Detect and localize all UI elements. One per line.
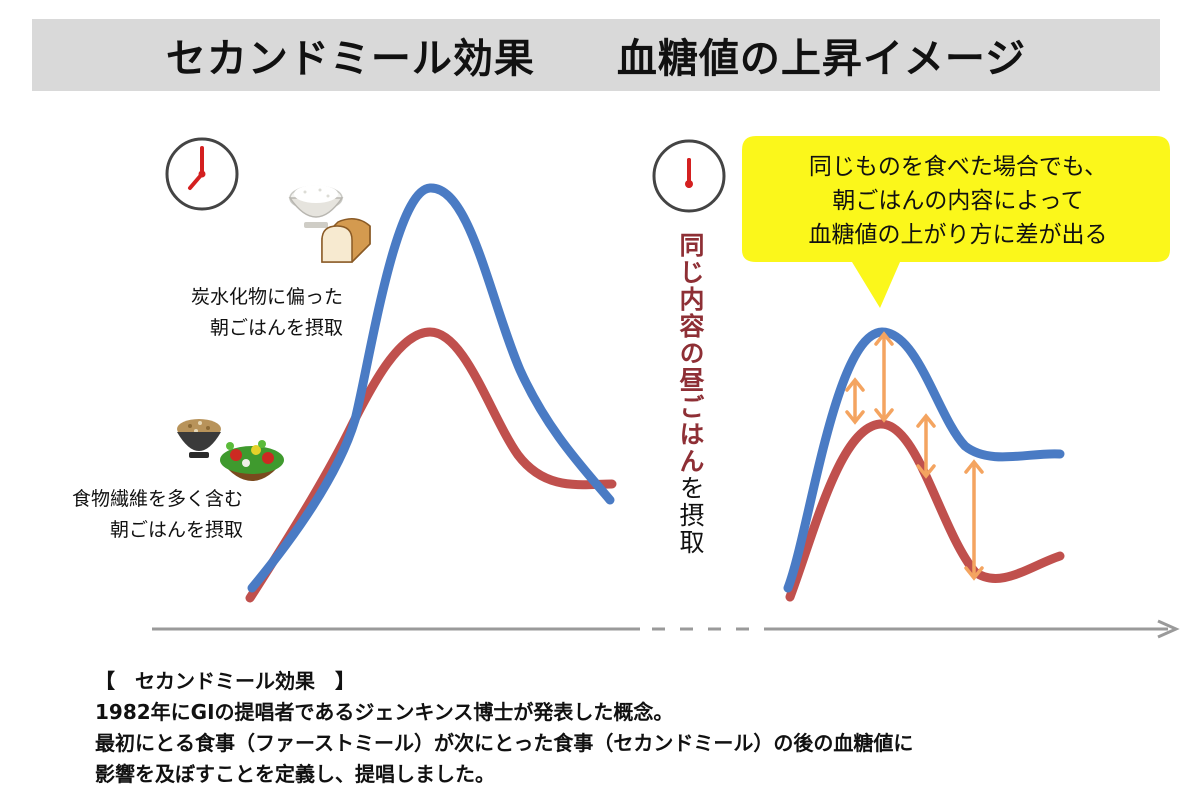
label-line: 朝ごはんを摂取 [109,519,243,541]
red-curve-after-lunch-fiber [785,419,1065,602]
salad-bowl-icon [220,440,284,481]
difference-arrow [916,413,936,479]
footnote: 【 セカンドミール効果 】 1982年にGIの提唱者であるジェンキンス博士が発表… [95,666,913,790]
bread-slice-icon [321,218,371,263]
footnote-heading: 【 セカンドミール効果 】 [95,669,355,693]
callout-text: 同じものを食べた場合でも、 朝ごはんの内容によって 血糖値の上がり方に差が出る [808,154,1108,248]
axis-arrowhead [1157,619,1180,639]
footnote-line: 影響を及ぼすことを定義し、提唱しました。 [95,762,495,786]
title-bar: セカンドミール効果 血糖値の上昇イメージ [32,19,1160,91]
difference-arrow [964,459,984,581]
clock-icon [165,137,239,211]
label-fiber-breakfast: 食物繊維を多く含む 朝ごはんを摂取 [72,484,243,546]
lunch-label: 同じ内容の昼ごはん を摂取 [670,232,710,556]
lunch-label-sub: を摂取 [676,475,705,556]
difference-arrows [845,331,984,581]
page-title: セカンドミール効果 血糖値の上昇イメージ [165,36,1027,82]
red-curve-fiber-breakfast [245,327,617,603]
rice-bowl-icon [288,185,344,228]
lunch-label-main: 同じ内容の昼ごはん [676,232,705,475]
label-line: 食物繊維を多く含む [71,488,243,510]
blue-curve-after-lunch-carb [783,327,1065,593]
label-carb-breakfast: 炭水化物に偏った 朝ごはんを摂取 [191,282,343,344]
label-line: 朝ごはんを摂取 [209,317,343,339]
footnote-line: 1982年にGIの提唱者であるジェンキンス博士が発表した概念。 [95,700,674,724]
label-line: 炭水化物に偏った [190,286,343,308]
brown-rice-bowl-icon [177,419,221,458]
difference-arrow [845,377,865,425]
footnote-line: 最初にとる食事（ファーストミール）が次にとった食事（セカンドミール）の後の血糖値… [95,731,914,755]
time-axis [152,619,1180,639]
clock-icon [652,139,726,213]
blue-curve-carb-breakfast [247,183,615,593]
difference-arrow [874,331,894,423]
callout-balloon [742,136,1170,308]
